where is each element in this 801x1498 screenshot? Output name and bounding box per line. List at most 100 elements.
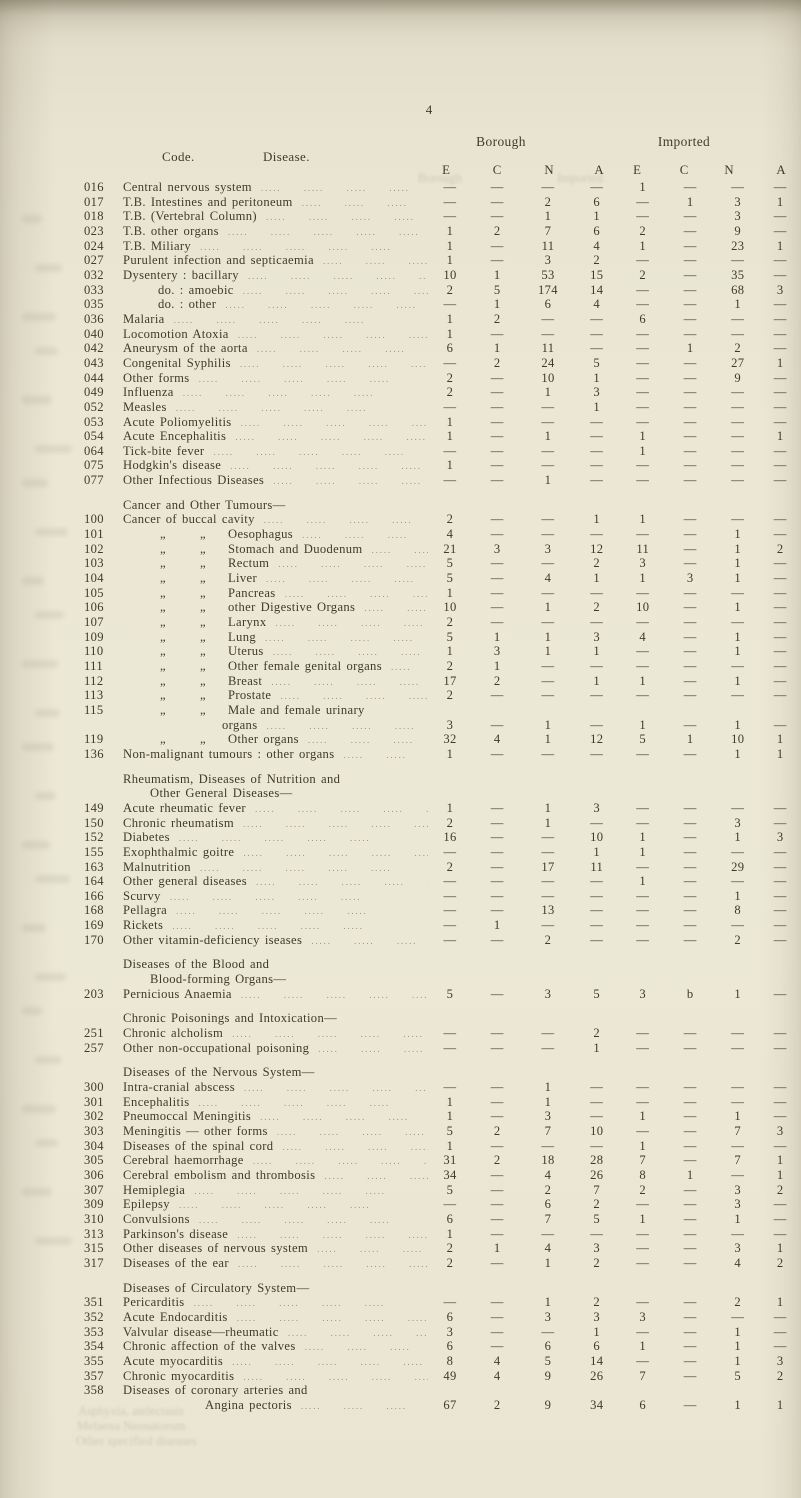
row-values: 10 — 1 2 10 — 1 — <box>428 600 800 615</box>
cell-value: 7 <box>639 1153 647 1168</box>
cell-value: — <box>490 815 504 830</box>
cell-value: — <box>490 1026 504 1041</box>
cell-value: — <box>490 1295 504 1310</box>
cell-value: 1 <box>734 541 742 556</box>
cell-value: — <box>773 1226 787 1241</box>
disease-name: Male and female urinary <box>228 702 365 717</box>
cell-value: — <box>490 527 504 542</box>
cell-value: — <box>683 223 697 238</box>
cell-value: 17 <box>541 859 555 874</box>
cell-value: — <box>636 473 650 488</box>
bleed-through-blob <box>22 215 42 223</box>
cell-value: — <box>490 1324 504 1339</box>
disease-name-cell: Epilepsy ..... ..... ..... ..... ..... <box>123 1197 428 1212</box>
cell-value: 2 <box>493 1124 501 1139</box>
cell-value: — <box>773 1040 787 1055</box>
row-values: 1 — 3 2 — — — — <box>428 253 800 268</box>
cell-value: 1 <box>493 297 501 312</box>
disease-name: Central nervous system <box>123 180 252 194</box>
cell-value: 3 <box>593 1309 601 1324</box>
cell-value: — <box>636 527 650 542</box>
disease-name: Pneumoccal Meningitis <box>123 1109 252 1124</box>
cell-value: — <box>636 585 650 600</box>
cell-value: 4 <box>493 732 501 747</box>
cell-value: 2 <box>734 341 742 356</box>
cell-value: 1 <box>544 1094 552 1109</box>
cell-value: — <box>773 571 787 586</box>
cell-value: — <box>590 311 604 326</box>
table-row: 017 T.B. Intestines and peritoneum ..... .… <box>0 195 801 210</box>
row-values: 5 1 1 3 4 — 1 — <box>428 630 800 645</box>
cell-value: — <box>636 194 650 209</box>
section-heading: Diseases of the Nervous System— <box>0 1065 801 1080</box>
cell-value: — <box>541 615 555 630</box>
disease-name: Diabetes <box>123 830 170 845</box>
cell-value: — <box>773 297 787 312</box>
cell-value: 10 <box>731 732 745 747</box>
disease-name: Convulsions <box>123 1211 190 1226</box>
cell-value: 6 <box>639 311 647 326</box>
disease-name: Cerebral embolism and thrombosis <box>123 1167 316 1182</box>
row-code: 044 <box>84 370 104 385</box>
table-row: 315 Other diseases of nervous system.....… <box>0 1241 801 1256</box>
disease-name: Other vitamin-deficiency iseases <box>123 932 303 947</box>
cell-value: — <box>773 473 787 488</box>
cell-value: — <box>636 1324 650 1339</box>
disease-name: Non-malignant tumours : other organs <box>123 746 335 761</box>
cell-value: — <box>731 1167 745 1182</box>
disease-name-cell: „ „ Other female genital organs ..... .....… <box>123 659 428 674</box>
cell-value: — <box>731 659 745 674</box>
cell-value: 2 <box>776 1182 784 1197</box>
cell-value: 3 <box>776 1353 784 1368</box>
cell-value: 23 <box>731 238 745 253</box>
cell-value: — <box>490 1197 504 1212</box>
cell-value: — <box>636 385 650 400</box>
cell-value: — <box>541 1324 555 1339</box>
cell-value: 1 <box>734 673 742 688</box>
row-values: 1 — — — 1 — — — <box>428 1139 800 1154</box>
cell-value: 1 <box>639 238 647 253</box>
dot-leader: ..... ..... ..... ..... ..... <box>287 1328 428 1339</box>
cell-value: 1 <box>446 1138 454 1153</box>
table-row: 110 „ „ Uterus ..... ..... ..... ..... .....… <box>0 644 801 659</box>
bleed-through-text: Melaena Neonatorum <box>77 1419 186 1433</box>
disease-name-cell: „ „ Male and female urinary organs ..... ...… <box>123 703 428 732</box>
dot-leader: ..... ..... ..... ..... ..... <box>254 804 428 815</box>
row-code: 170 <box>84 932 104 947</box>
cell-value: — <box>683 370 697 385</box>
cell-value: — <box>541 414 555 429</box>
row-values: 2 1 4 3 — — 3 1 <box>428 1241 800 1256</box>
cell-value: — <box>773 673 787 688</box>
cell-value: 1 <box>493 918 501 933</box>
row-values: 5 — 3 5 3 b 1 — <box>428 987 800 1002</box>
row-values: 1 2 — — 6 — — — <box>428 312 800 327</box>
cell-value: — <box>773 659 787 674</box>
cell-value: 6 <box>446 1339 454 1354</box>
cell-value: 2 <box>446 1241 454 1256</box>
ditto-mark: „ <box>160 688 166 703</box>
cell-value: 2 <box>493 311 501 326</box>
cell-value: — <box>490 615 504 630</box>
cell-value: 3 <box>544 1309 552 1324</box>
row-values: — — — 1 — — — — <box>428 400 800 415</box>
cell-value: — <box>590 746 604 761</box>
cell-value: — <box>590 918 604 933</box>
cell-value: — <box>683 414 697 429</box>
disease-name-cell: Cancer of buccal cavity ..... ..... .....… <box>123 512 428 527</box>
cell-value: — <box>636 355 650 370</box>
cell-value: — <box>636 414 650 429</box>
cell-value: 1 <box>734 1109 742 1124</box>
disease-name-cell: „ „ Pancreas ..... ..... ..... ..... ..... <box>123 586 428 601</box>
dot-leader: ..... ..... ..... ..... ..... <box>275 619 428 630</box>
dot-leader: ..... ..... ..... ..... ..... <box>213 447 405 458</box>
row-code: 168 <box>84 903 104 918</box>
cell-value: — <box>590 443 604 458</box>
table-row: 042 Aneurysm of the aorta ..... ..... ....… <box>0 341 801 356</box>
section-heading-line: Diseases of the Blood and <box>123 957 270 972</box>
row-code: 309 <box>84 1197 104 1212</box>
ditto-mark: „ <box>200 673 206 688</box>
cell-value: 3 <box>639 986 647 1001</box>
page-number: 4 <box>425 102 433 117</box>
cell-value: 5 <box>446 556 454 571</box>
